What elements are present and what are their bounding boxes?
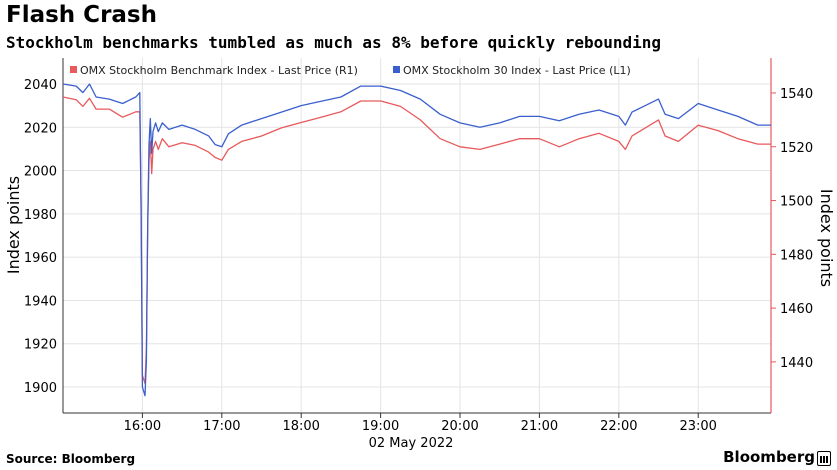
x-axis-label: 02 May 2022	[369, 436, 454, 451]
x-tick-label: 20:00	[441, 419, 478, 434]
y-left-tick-label: 2000	[24, 165, 57, 180]
y-left-tick-label: 1980	[24, 208, 57, 223]
y-right-tick-label: 1520	[780, 141, 813, 156]
legend-entry: OMX Stockholm 30 Index - Last Price (L1)	[403, 64, 631, 77]
y-right-tick-label: 1480	[780, 248, 813, 263]
y-left-tick-label: 2020	[24, 121, 57, 136]
legend-swatch	[393, 66, 400, 73]
x-tick-label: 23:00	[679, 419, 716, 434]
y-left-tick-label: 1940	[24, 294, 57, 309]
x-tick-label: 18:00	[282, 419, 319, 434]
y-right-tick-label: 1540	[780, 87, 813, 102]
y-right-tick-label: 1440	[780, 356, 813, 371]
y-left-tick-label: 1900	[24, 381, 57, 396]
source-note: Source: Bloomberg	[6, 452, 136, 466]
bloomberg-chart-icon	[817, 451, 831, 466]
grid-lines	[63, 58, 771, 413]
y-right-tick-label: 1500	[780, 195, 813, 210]
brand-logo: Bloomberg	[723, 448, 815, 466]
x-tick-label: 19:00	[362, 419, 399, 434]
y-left-tick-label: 1960	[24, 251, 57, 266]
y-axis-left-label: Index points	[4, 176, 23, 274]
x-tick-label: 17:00	[203, 419, 240, 434]
chart-axes	[62, 58, 776, 418]
chart-legend: OMX Stockholm Benchmark Index - Last Pri…	[70, 64, 631, 77]
series-line-omx30	[62, 83, 771, 397]
chart-subtitle: Stockholm benchmarks tumbled as much as …	[6, 33, 662, 52]
legend-swatch	[70, 66, 77, 73]
chart-title: Flash Crash	[6, 2, 157, 28]
x-tick-label: 22:00	[600, 419, 637, 434]
x-tick-label: 16:00	[124, 419, 161, 434]
y-axis-right-label: Index points	[817, 189, 836, 287]
y-left-tick-label: 1920	[24, 338, 57, 353]
series-line-omx-benchmark	[62, 96, 771, 385]
y-left-tick-label: 2040	[24, 78, 57, 93]
y-right-tick-label: 1460	[780, 302, 813, 317]
tick-labels: 1900 1920 1940 1960 1980 2000 2020 2040 1440 1460…	[24, 78, 813, 434]
x-tick-label: 21:00	[521, 419, 558, 434]
legend-entry: OMX Stockholm Benchmark Index - Last Pri…	[80, 64, 358, 77]
chart-series	[62, 83, 771, 397]
